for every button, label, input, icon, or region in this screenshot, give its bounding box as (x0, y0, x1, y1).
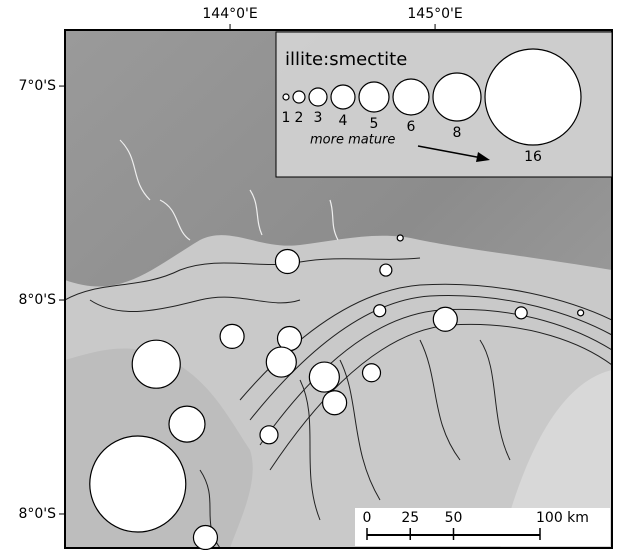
scale-label: 0 (363, 510, 372, 526)
sample-bubble (90, 436, 186, 532)
sample-bubble (323, 391, 347, 415)
legend-bubble (433, 73, 481, 121)
legend-note: more mature (310, 133, 395, 148)
legend-label: 3 (314, 110, 323, 126)
legend-bubble (283, 94, 289, 100)
scale-label: 50 (445, 510, 463, 526)
legend-label: 2 (295, 110, 304, 126)
y-tick-label: 7°0'S (18, 78, 56, 94)
map: illite:smectite more mature 144°0'E 145°0… (0, 0, 618, 550)
sample-bubble (374, 305, 386, 317)
sample-bubble (266, 347, 296, 377)
legend-label: 5 (370, 116, 379, 132)
x-tick-label: 145°0'E (407, 6, 462, 22)
y-tick-label: 8°0'S (18, 292, 56, 308)
sample-bubble (433, 307, 457, 331)
legend-label: 1 (282, 110, 291, 126)
legend-label: 16 (524, 149, 542, 165)
sample-bubble (193, 526, 217, 550)
legend-bubble (293, 91, 305, 103)
scale-label: 25 (401, 510, 419, 526)
sample-bubble (397, 235, 403, 241)
legend-bubble (359, 82, 389, 112)
sample-bubble (260, 426, 278, 444)
x-tick-label: 144°0'E (202, 6, 257, 22)
legend-bubble (393, 79, 429, 115)
sample-bubble (363, 364, 381, 382)
sample-bubble (132, 340, 180, 388)
scale-label: 100 km (536, 510, 589, 526)
sample-bubble (220, 324, 244, 348)
legend-bubble (331, 85, 355, 109)
legend-bubble (485, 49, 581, 145)
legend-label: 8 (453, 125, 462, 141)
sample-bubble (380, 264, 392, 276)
legend-label: 6 (407, 119, 416, 135)
y-tick-label: 8°0'S (18, 506, 56, 522)
legend-bubble (309, 88, 327, 106)
sample-bubble (169, 406, 205, 442)
legend-title: illite:smectite (285, 49, 407, 70)
legend-label: 4 (339, 113, 348, 129)
sample-bubble (309, 362, 339, 392)
sample-bubble (515, 307, 527, 319)
sample-bubble (578, 310, 584, 316)
sample-bubble (275, 250, 299, 274)
